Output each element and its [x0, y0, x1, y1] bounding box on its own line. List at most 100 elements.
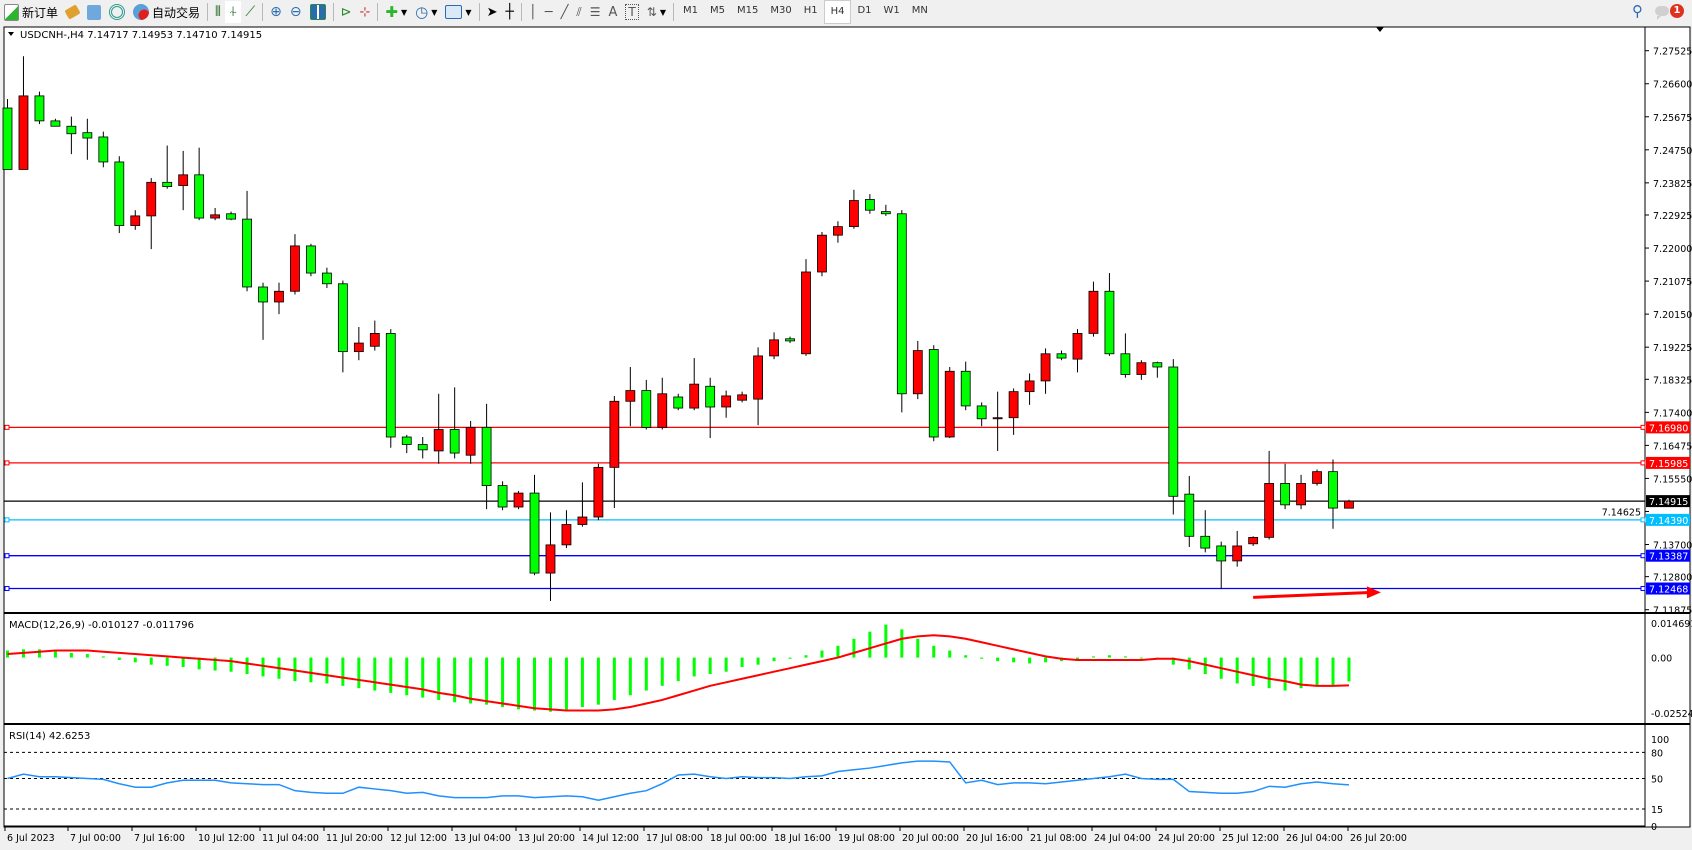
- candle-body: [1232, 545, 1243, 562]
- timeframe-d1[interactable]: D1: [857, 5, 872, 16]
- candle-body: [66, 125, 77, 135]
- indicators-button[interactable]: ✚ ▼: [381, 1, 411, 23]
- timeframe-w1[interactable]: W1: [883, 5, 900, 16]
- line-handle[interactable]: [1640, 460, 1646, 466]
- history-button[interactable]: [62, 1, 83, 23]
- bar-chart-button[interactable]: ⫴: [211, 1, 225, 23]
- terminal-button[interactable]: [83, 1, 105, 23]
- time-tick-label: 13 Jul 04:00: [454, 833, 511, 844]
- new-order-button[interactable]: 新订单: [0, 1, 62, 23]
- notifications-button[interactable]: 1: [1655, 4, 1684, 20]
- periods-button[interactable]: ◷ ▼: [411, 1, 441, 23]
- line-handle[interactable]: [1640, 517, 1646, 523]
- line-handle[interactable]: [4, 517, 10, 523]
- separator: [377, 3, 379, 21]
- arrow-head-icon[interactable]: [1366, 586, 1381, 599]
- macd-histogram-bar: [900, 629, 904, 658]
- candle: [210, 208, 221, 221]
- candle-body: [34, 95, 45, 122]
- candle: [82, 118, 93, 160]
- candle-body: [321, 272, 332, 285]
- arrows-button[interactable]: ⇅ ▼: [643, 1, 670, 23]
- timeframe-m5[interactable]: M5: [709, 5, 725, 16]
- line-handle[interactable]: [4, 553, 10, 559]
- separator: [262, 3, 264, 21]
- candle: [146, 178, 157, 250]
- equidistant-channel-button[interactable]: ⫽: [572, 1, 585, 23]
- timeframe-m30[interactable]: M30: [770, 5, 792, 16]
- candle-body: [146, 181, 157, 217]
- timeframe-m15[interactable]: M15: [736, 5, 759, 16]
- chart-shift-marker-icon[interactable]: [1376, 27, 1384, 32]
- timeframe-mn[interactable]: MN: [911, 5, 928, 16]
- time-tick-label: 17 Jul 08:00: [646, 833, 703, 844]
- macd-histogram-bar: [756, 657, 760, 665]
- tile-windows-button[interactable]: [306, 1, 330, 23]
- text-label-button[interactable]: T: [621, 1, 642, 23]
- price-pane[interactable]: 7.27525 7.26600 7.25675 7.24750 7.23825 7.229…: [2, 27, 1692, 827]
- chart-window[interactable]: 7.27525 7.26600 7.25675 7.24750 7.23825 7.229…: [0, 24, 1692, 850]
- time-tick-label: 25 Jul 12:00: [1222, 833, 1279, 844]
- macd-histogram-bar: [533, 657, 537, 711]
- macd-histogram-bar: [884, 624, 888, 658]
- auto-trading-button[interactable]: 自动交易: [129, 1, 204, 23]
- candle: [1312, 469, 1322, 486]
- macd-signal-line: [7, 634, 1350, 712]
- line-handle[interactable]: [4, 460, 10, 466]
- line-handle[interactable]: [4, 586, 10, 592]
- zoom-in-button[interactable]: ⊕: [266, 1, 286, 23]
- macd-pane[interactable]: 0.014691 0.00 -0.02524: [6, 619, 1692, 720]
- candlestick-button[interactable]: ⍭: [224, 1, 242, 23]
- candle: [1008, 388, 1019, 435]
- macd-histogram-bar: [692, 657, 696, 677]
- templates-button[interactable]: ▼: [441, 1, 475, 23]
- zoom-out-button[interactable]: ⊖: [286, 1, 306, 23]
- timeframe-h1[interactable]: H1: [803, 5, 818, 16]
- candle: [353, 326, 364, 361]
- chart-menu-triangle-icon[interactable]: [8, 32, 14, 36]
- line-handle[interactable]: [1640, 586, 1646, 592]
- macd-tick-label: 0.014691: [1651, 619, 1692, 630]
- candle: [50, 118, 61, 127]
- timeframe-h4[interactable]: H4: [823, 0, 852, 24]
- autoscroll-button[interactable]: ⊳: [337, 1, 356, 23]
- price-tick-label: 7.27525: [1653, 47, 1692, 58]
- time-tick-label: 7 Jul 00:00: [70, 833, 121, 844]
- candle: [226, 211, 236, 221]
- trendline-button[interactable]: ╱: [557, 1, 573, 23]
- text-tool-button[interactable]: A: [605, 1, 622, 23]
- time-tick-label: 13 Jul 20:00: [518, 833, 575, 844]
- cursor-tool-button[interactable]: ➤: [483, 1, 502, 23]
- time-tick-label: 12 Jul 12:00: [390, 833, 447, 844]
- macd-histogram-bar: [852, 638, 856, 658]
- line-handle[interactable]: [4, 424, 10, 430]
- macd-histogram-bar: [628, 657, 632, 696]
- vertical-line-button[interactable]: │: [525, 1, 541, 23]
- macd-histogram-bar: [421, 657, 425, 698]
- line-handle[interactable]: [1640, 553, 1646, 559]
- search-icon[interactable]: ⚲: [1632, 2, 1643, 20]
- signals-button[interactable]: [105, 1, 129, 23]
- book-icon: [64, 4, 81, 20]
- candle-body: [1344, 500, 1354, 509]
- timeframe-m1[interactable]: M1: [682, 5, 698, 16]
- candle: [1040, 348, 1051, 394]
- chart-shift-button[interactable]: ⊹: [356, 1, 375, 23]
- macd-histogram-bar: [1267, 657, 1271, 689]
- macd-histogram-bar: [501, 657, 505, 708]
- fibonacci-button[interactable]: ☰: [586, 1, 605, 23]
- crosshair-tool-button[interactable]: ┼: [501, 1, 517, 23]
- horizontal-line-icon: ─: [544, 4, 553, 20]
- rsi-pane[interactable]: 100 80 50 15 0: [4, 735, 1669, 833]
- candle-body: [705, 385, 716, 408]
- candle-body: [1072, 333, 1083, 360]
- candle-body: [385, 333, 396, 438]
- horizontal-line-button[interactable]: ─: [541, 1, 557, 23]
- clock-icon: ◷: [415, 3, 429, 21]
- price-line-label: 7.16980: [1649, 423, 1688, 434]
- arrow-line[interactable]: [1253, 590, 1373, 599]
- line-chart-button[interactable]: ⟋: [241, 1, 259, 23]
- chevron-down-icon: ▼: [465, 7, 472, 17]
- line-handle[interactable]: [1640, 424, 1646, 430]
- tile-windows-icon: [309, 4, 326, 20]
